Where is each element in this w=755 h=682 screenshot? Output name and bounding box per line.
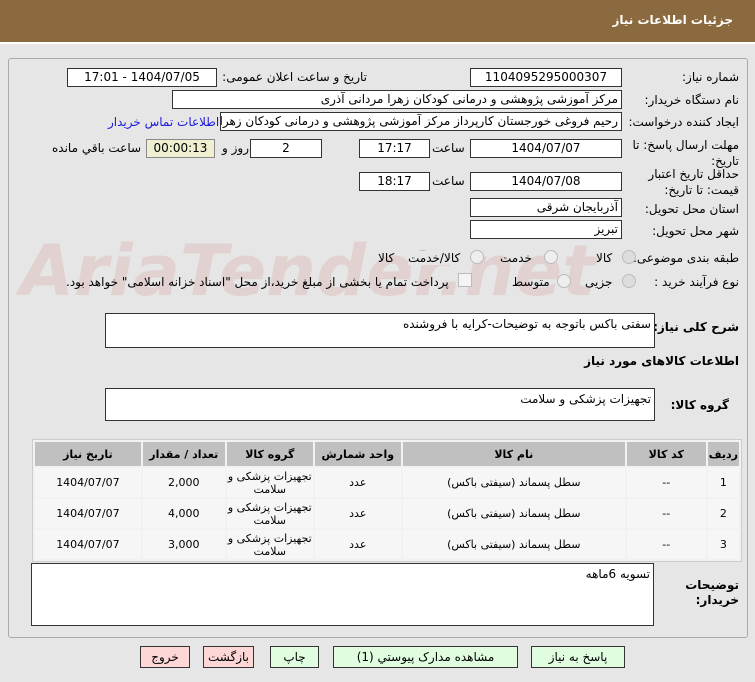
process-label: نوع فرآیند خرید : xyxy=(654,275,739,289)
table-cell: 2 xyxy=(707,499,739,528)
title-bar: جزئیات اطلاعات نیاز xyxy=(0,0,755,44)
table-row: 1 -- سطل پسماند (سیفتی باکس) عدد تجهیزات پزش… xyxy=(35,468,739,497)
creator-field: رحیم فروغی خورجستان کارپرداز مرکز آموزشی… xyxy=(220,112,622,131)
col-date: تاریخ نیاز xyxy=(35,442,141,466)
radio-service-label: خدمت xyxy=(500,251,532,265)
table-cell: عدد xyxy=(314,530,401,559)
validity-time-label: ساعت xyxy=(432,174,465,188)
notes-field[interactable]: تسویه 6ماهه xyxy=(31,563,654,626)
countdown-timer: 00:00:13 xyxy=(146,139,215,158)
radio-goods-label: کالا xyxy=(378,251,395,265)
table-cell: عدد xyxy=(314,468,401,497)
col-name: نام کالا xyxy=(402,442,625,466)
col-qty: تعداد / مقدار xyxy=(142,442,225,466)
table-cell: 4,000 xyxy=(142,499,225,528)
province-label: استان محل تحویل: xyxy=(644,202,739,216)
reply-button[interactable]: پاسخ به نیاز xyxy=(531,646,625,668)
table-cell: 2,000 xyxy=(142,468,225,497)
deadline-label: مهلت ارسال پاسخ: تا تاریخ: xyxy=(632,138,739,168)
watermark-logo: AriaTender.net xyxy=(20,230,596,312)
table-cell: 3,000 xyxy=(142,530,225,559)
items-table: ردیف کد کالا نام کالا واحد شمارش گروه کا… xyxy=(32,439,742,562)
table-cell: عدد xyxy=(314,499,401,528)
col-unit: واحد شمارش xyxy=(314,442,401,466)
radio-minor[interactable] xyxy=(622,274,636,288)
radio-goods-service-label: کالا/خدمت xyxy=(408,251,461,265)
city-label: شهر محل تحویل: xyxy=(652,224,739,238)
details-panel xyxy=(8,58,748,638)
table-cell: 1404/07/07 xyxy=(35,530,141,559)
col-row: ردیف xyxy=(707,442,739,466)
radio-goods-service[interactable] xyxy=(470,250,484,264)
description-field[interactable]: سفتی باکس باتوجه به توضیحات-کرایه با فرو… xyxy=(105,313,655,348)
table-header-row: ردیف کد کالا نام کالا واحد شمارش گروه کا… xyxy=(35,442,739,466)
group-label: گروه کالا: xyxy=(670,398,729,412)
radio-minor-label: جزیی xyxy=(585,275,613,289)
radio-medium-label: متوسط xyxy=(512,275,550,289)
table-cell: تجهیزات پزشکی و سلامت xyxy=(226,468,313,497)
table-cell: سطل پسماند (سیفتی باکس) xyxy=(402,530,625,559)
province-field: آذربایجان شرقی xyxy=(470,198,622,217)
creator-label: ایجاد کننده درخواست: xyxy=(628,115,739,129)
announce-field: 1404/07/05 - 17:01 xyxy=(67,68,217,87)
items-heading: اطلاعات کالاهای مورد نیاز xyxy=(584,354,739,368)
deadline-date: 1404/07/07 xyxy=(470,139,622,158)
validity-date: 1404/07/08 xyxy=(470,172,622,191)
col-group: گروه کالا xyxy=(226,442,313,466)
table-row: 2 -- سطل پسماند (سیفتی باکس) عدد تجهیزات پزش… xyxy=(35,499,739,528)
validity-time: 18:17 xyxy=(359,172,430,191)
deadline-time-label: ساعت xyxy=(432,141,465,155)
table-cell: 1404/07/07 xyxy=(35,468,141,497)
need-number-label: شماره نیاز: xyxy=(682,70,739,84)
page-title: جزئیات اطلاعات نیاز xyxy=(612,13,733,27)
need-number-field: 1104095295000307 xyxy=(470,68,622,87)
radio-kala[interactable] xyxy=(622,250,636,264)
table-cell: تجهیزات پزشکی و سلامت xyxy=(226,530,313,559)
back-button[interactable]: بازگشت xyxy=(203,646,254,668)
table-cell: -- xyxy=(626,468,706,497)
table-cell: سطل پسماند (سیفتی باکس) xyxy=(402,499,625,528)
description-label: شرح کلی نیاز: xyxy=(653,320,739,334)
table-cell: سطل پسماند (سیفتی باکس) xyxy=(402,468,625,497)
remaining-label: ساعت باقي مانده xyxy=(52,141,142,155)
col-code: کد کالا xyxy=(626,442,706,466)
deadline-time: 17:17 xyxy=(359,139,430,158)
table-cell: 1 xyxy=(707,468,739,497)
notes-label: توضیحات خریدار: xyxy=(685,578,739,607)
table-row: 3 -- سطل پسماند (سیفتی باکس) عدد تجهیزات پزش… xyxy=(35,530,739,559)
radio-kala-label: کالا xyxy=(596,251,613,265)
city-field: تبریز xyxy=(470,220,622,239)
table-cell: -- xyxy=(626,499,706,528)
table-cell: 1404/07/07 xyxy=(35,499,141,528)
radio-service[interactable] xyxy=(544,250,558,264)
group-field[interactable]: تجهیزات پزشکی و سلامت xyxy=(105,388,655,421)
table-cell: تجهیزات پزشکی و سلامت xyxy=(226,499,313,528)
treasury-note: پرداخت تمام یا بخشی از مبلغ خرید،از محل … xyxy=(66,275,449,289)
table-cell: 3 xyxy=(707,530,739,559)
contact-buyer-link[interactable]: اطلاعات تماس خریدار xyxy=(108,115,220,129)
exit-button[interactable]: خروج xyxy=(140,646,190,668)
view-documents-button[interactable]: مشاهده مدارک پیوستي (1) xyxy=(333,646,518,668)
radio-medium[interactable] xyxy=(557,274,571,288)
treasury-checkbox[interactable] xyxy=(458,273,472,287)
announce-label: تاریخ و ساعت اعلان عمومی: xyxy=(222,70,367,84)
table-cell: -- xyxy=(626,530,706,559)
category-label: طبقه بندی موضوعی: xyxy=(632,251,739,265)
days-label: روز و xyxy=(222,141,249,155)
buyer-label: نام دستگاه خریدار: xyxy=(644,93,740,107)
days-remaining: 2 xyxy=(250,139,322,158)
buyer-field: مرکز آموزشی پژوهشی و درمانی کودکان زهرا … xyxy=(172,90,622,109)
validity-label: حداقل تاریخ اعتبار قیمت: تا تاریخ: xyxy=(648,167,739,197)
print-button[interactable]: چاپ xyxy=(270,646,319,668)
